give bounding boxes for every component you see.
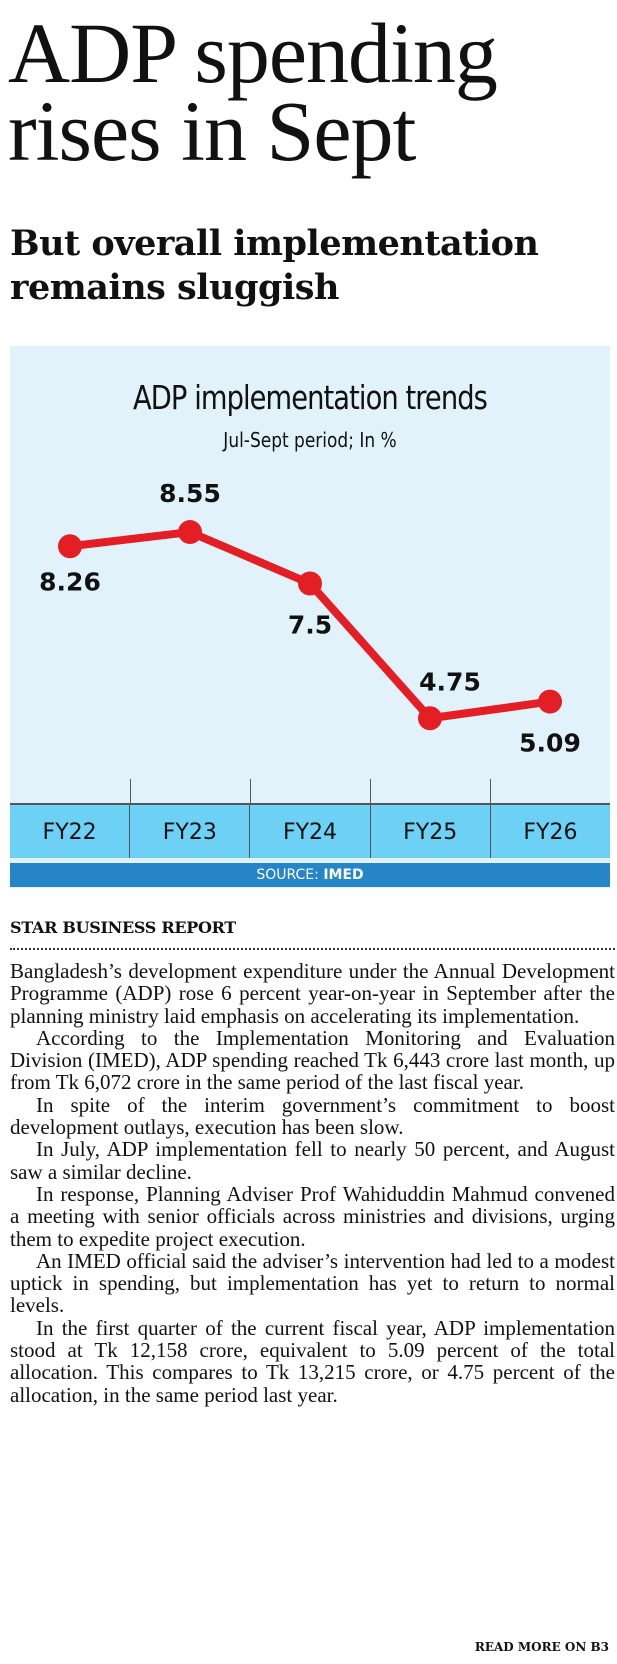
source-name: IMED — [323, 867, 364, 883]
source-prefix: SOURCE: — [256, 867, 319, 883]
data-point — [418, 706, 442, 731]
article-body: Bangladesh’s development expenditure und… — [10, 960, 615, 1406]
data-point — [538, 689, 562, 714]
data-label: 8.26 — [39, 567, 101, 596]
data-label: 4.75 — [419, 667, 481, 696]
paragraph: In response, Planning Adviser Prof Wahid… — [10, 1181, 615, 1251]
data-label: 5.09 — [519, 729, 581, 758]
plot-area: 8.26 8.55 7.5 4.75 5.09 — [39, 479, 581, 758]
tick-mark — [370, 779, 371, 803]
data-point — [58, 534, 82, 559]
read-more-link[interactable]: READ MORE ON B3 — [474, 1640, 609, 1654]
paragraph: According to the Implementation Monitori… — [10, 1025, 615, 1095]
paragraph: Bangladesh’s development expenditure und… — [10, 959, 615, 1028]
data-point — [298, 571, 322, 596]
paragraph: In the first quarter of the current fisc… — [10, 1315, 615, 1407]
data-label: 7.5 — [288, 611, 332, 640]
x-tick-label: FY22 — [42, 820, 97, 845]
tick-mark — [490, 779, 491, 803]
chart-title: ADP implementation trends — [133, 378, 488, 417]
line-chart: ADP implementation trends Jul-Sept perio… — [10, 346, 610, 888]
x-axis-band: FY22 FY23 FY24 FY25 FY26 — [10, 803, 610, 858]
x-tick-label: FY25 — [369, 805, 490, 858]
headline: ADP spending rises in Sept — [8, 5, 498, 179]
paragraph: In spite of the interim government’s com… — [10, 1092, 615, 1140]
tick-mark — [250, 779, 251, 803]
x-tick-label: FY24 — [249, 805, 369, 858]
chart-subtitle: Jul-Sept period; In % — [223, 428, 397, 452]
subheadline: But overall implementation remains slugg… — [10, 223, 539, 308]
x-tick-label: FY23 — [129, 805, 249, 858]
x-tick-label: FY26 — [489, 805, 610, 858]
paragraph: In July, ADP implementation fell to near… — [10, 1137, 615, 1184]
source-bar: SOURCE: IMED — [10, 863, 610, 887]
data-label: 8.55 — [159, 479, 221, 508]
dotted-divider — [10, 948, 615, 950]
paragraph: An IMED official said the adviser’s inte… — [10, 1248, 615, 1318]
tick-mark — [130, 779, 131, 803]
byline: STAR BUSINESS REPORT — [10, 918, 236, 937]
data-point — [178, 520, 202, 545]
